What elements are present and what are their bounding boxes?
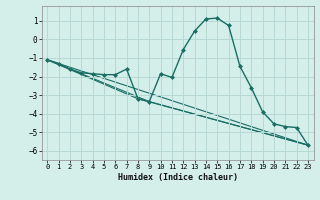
X-axis label: Humidex (Indice chaleur): Humidex (Indice chaleur) <box>118 173 237 182</box>
